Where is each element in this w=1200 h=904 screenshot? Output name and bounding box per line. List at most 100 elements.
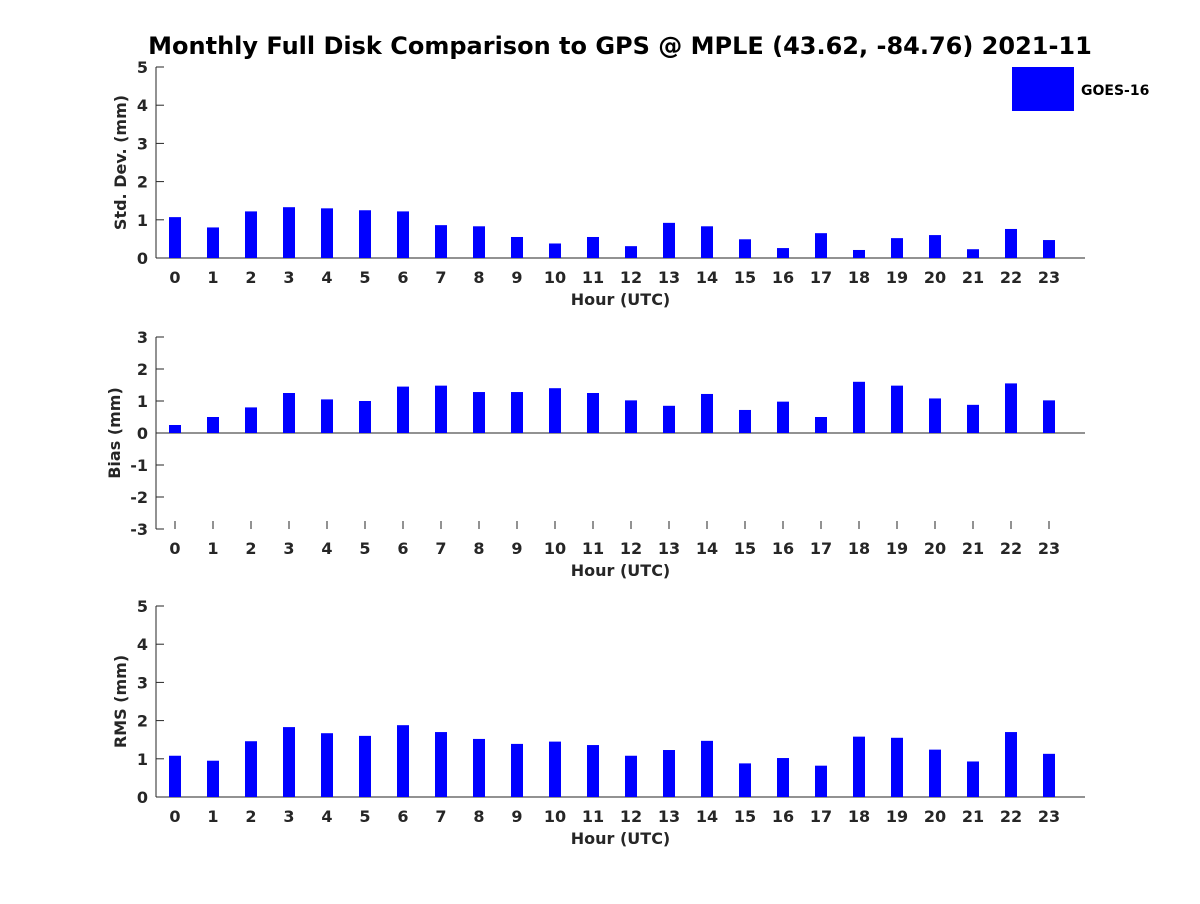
bar-hour-21 — [967, 761, 979, 797]
x-tick-label: 17 — [810, 268, 832, 287]
bar-hour-0 — [169, 217, 181, 258]
x-tick-label: 1 — [207, 539, 218, 558]
bar-hour-21 — [967, 249, 979, 258]
x-tick-label: 19 — [886, 268, 908, 287]
x-tick-label: 22 — [1000, 539, 1022, 558]
x-tick-label: 14 — [696, 268, 718, 287]
bar-hour-16 — [777, 758, 789, 797]
bar-hour-0 — [169, 425, 181, 433]
bar-hour-22 — [1005, 383, 1017, 433]
y-tick-label: -3 — [130, 520, 148, 539]
bar-hour-11 — [587, 393, 599, 433]
bar-hour-18 — [853, 249, 865, 258]
bar-hour-9 — [511, 392, 523, 433]
y-axis-label: RMS (mm) — [111, 655, 130, 748]
bar-hour-1 — [207, 227, 219, 258]
bar-hour-8 — [473, 392, 485, 433]
bar-hour-3 — [283, 727, 295, 797]
bar-hour-3 — [283, 393, 295, 433]
x-tick-label: 7 — [435, 807, 446, 826]
x-tick-label: 10 — [544, 807, 566, 826]
bar-hour-22 — [1005, 732, 1017, 797]
bar-hour-19 — [891, 385, 903, 433]
x-tick-label: 23 — [1038, 268, 1060, 287]
x-tick-label: 5 — [359, 539, 370, 558]
bar-hour-18 — [853, 381, 865, 433]
bar-hour-15 — [739, 409, 751, 433]
x-tick-label: 22 — [1000, 268, 1022, 287]
bar-hour-13 — [663, 405, 675, 433]
bar-hour-10 — [549, 741, 561, 797]
bar-hour-11 — [587, 236, 599, 258]
y-tick-label: 1 — [137, 750, 148, 769]
x-tick-label: 16 — [772, 539, 794, 558]
x-tick-label: 4 — [321, 268, 332, 287]
x-tick-label: 11 — [582, 539, 604, 558]
y-tick-label: 2 — [137, 712, 148, 731]
bar-hour-16 — [777, 248, 789, 258]
x-tick-label: 15 — [734, 539, 756, 558]
x-axis-label: Hour (UTC) — [571, 561, 671, 580]
x-tick-label: 21 — [962, 539, 984, 558]
bar-hour-14 — [701, 393, 713, 433]
x-tick-label: 10 — [544, 268, 566, 287]
bar-hour-17 — [815, 417, 827, 433]
bar-hour-0 — [169, 755, 181, 797]
bar-hour-14 — [701, 740, 713, 797]
x-tick-label: 12 — [620, 539, 642, 558]
x-tick-label: 14 — [696, 807, 718, 826]
x-tick-label: 23 — [1038, 539, 1060, 558]
x-tick-label: 8 — [473, 268, 484, 287]
x-tick-label: 21 — [962, 807, 984, 826]
x-tick-label: 14 — [696, 539, 718, 558]
bar-hour-6 — [397, 386, 409, 433]
y-tick-label: 5 — [137, 597, 148, 616]
x-tick-label: 2 — [245, 807, 256, 826]
bar-hour-10 — [549, 243, 561, 258]
chart-title: Monthly Full Disk Comparison to GPS @ MP… — [148, 32, 1092, 60]
x-tick-label: 20 — [924, 268, 946, 287]
x-tick-label: 20 — [924, 539, 946, 558]
x-tick-label: 1 — [207, 807, 218, 826]
x-tick-label: 13 — [658, 268, 680, 287]
bar-hour-20 — [929, 749, 941, 797]
y-tick-label: 4 — [137, 96, 148, 115]
x-tick-label: 4 — [321, 539, 332, 558]
y-tick-label: 3 — [137, 673, 148, 692]
x-tick-label: 16 — [772, 268, 794, 287]
x-tick-label: 15 — [734, 807, 756, 826]
y-tick-label: -1 — [130, 456, 148, 475]
y-tick-label: 2 — [137, 173, 148, 192]
y-tick-label: 3 — [137, 328, 148, 347]
x-axis-label: Hour (UTC) — [571, 290, 671, 309]
bar-hour-19 — [891, 238, 903, 258]
x-tick-label: 9 — [511, 807, 522, 826]
x-tick-label: 19 — [886, 807, 908, 826]
bar-hour-14 — [701, 226, 713, 258]
y-axis-label: Bias (mm) — [105, 387, 124, 479]
bar-hour-13 — [663, 750, 675, 797]
bar-hour-12 — [625, 755, 637, 797]
bar-hour-16 — [777, 401, 789, 433]
bar-hour-4 — [321, 399, 333, 433]
x-tick-label: 12 — [620, 807, 642, 826]
bar-hour-8 — [473, 226, 485, 258]
x-tick-label: 15 — [734, 268, 756, 287]
bar-hour-21 — [967, 404, 979, 433]
y-tick-label: 1 — [137, 392, 148, 411]
x-axis-label: Hour (UTC) — [571, 829, 671, 848]
y-tick-label: -2 — [130, 488, 148, 507]
bar-hour-12 — [625, 246, 637, 258]
bar-hour-23 — [1043, 400, 1055, 433]
x-tick-label: 5 — [359, 807, 370, 826]
bar-hour-5 — [359, 401, 371, 433]
x-tick-label: 3 — [283, 539, 294, 558]
bar-hour-7 — [435, 732, 447, 797]
x-tick-label: 1 — [207, 268, 218, 287]
x-tick-label: 2 — [245, 268, 256, 287]
bar-hour-1 — [207, 760, 219, 797]
